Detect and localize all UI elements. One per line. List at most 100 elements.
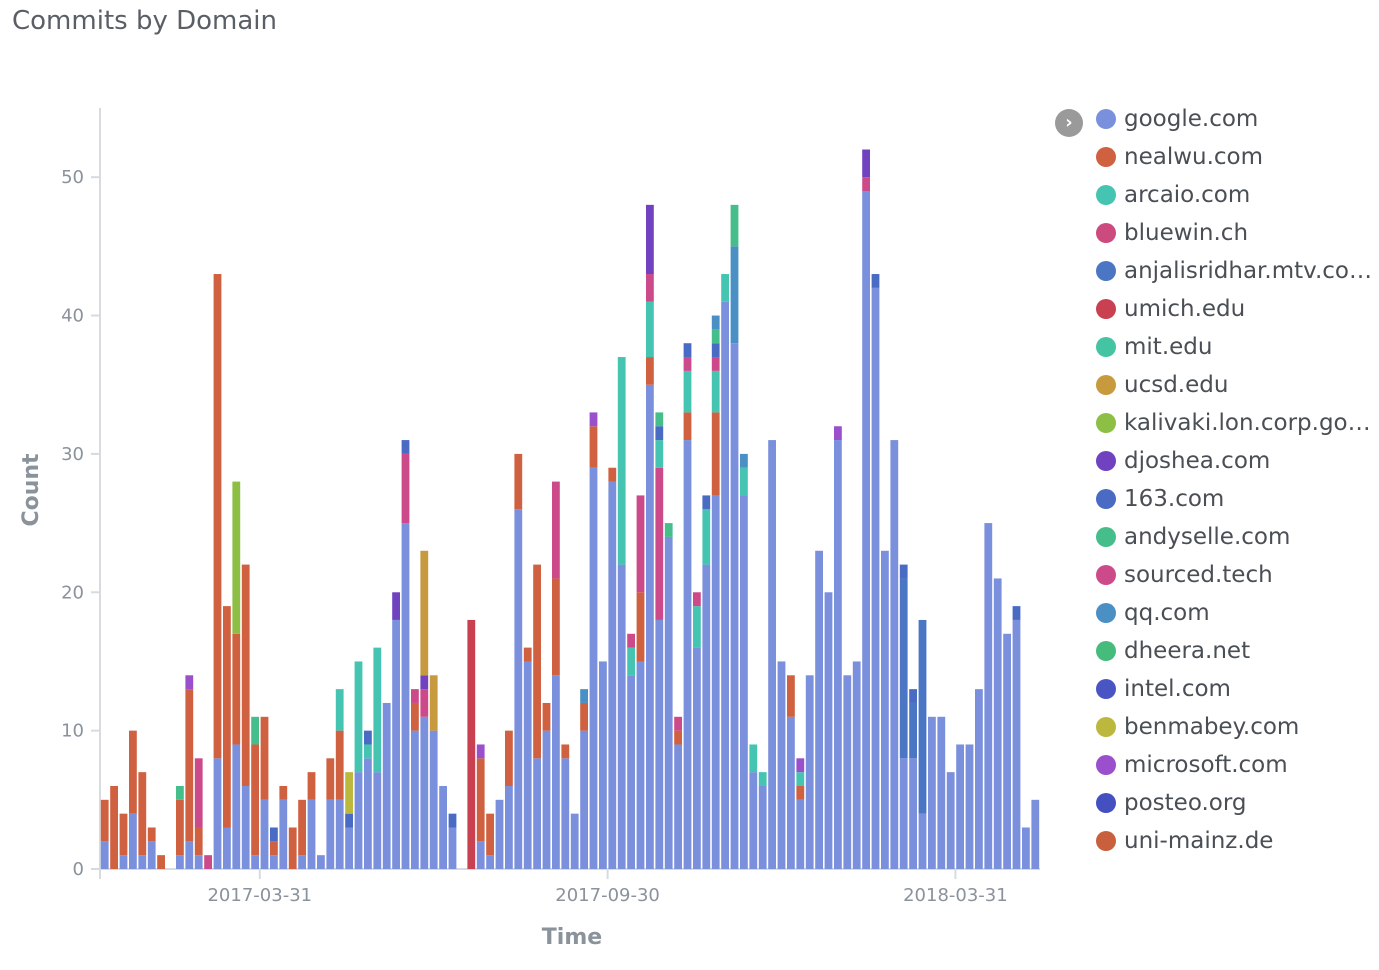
bar-segment[interactable] <box>307 772 316 800</box>
bar-segment[interactable] <box>288 827 297 869</box>
bar-segment[interactable] <box>730 343 739 870</box>
bar-segment[interactable] <box>646 274 654 302</box>
bar-segment[interactable] <box>796 785 805 800</box>
bar-segment[interactable] <box>627 675 635 869</box>
bar-segment[interactable] <box>420 689 429 717</box>
bar-segment[interactable] <box>533 564 541 759</box>
bar-segment[interactable] <box>617 564 626 869</box>
bar-segment[interactable] <box>1012 606 1021 620</box>
bar-segment[interactable] <box>674 744 682 869</box>
bar-segment[interactable] <box>523 647 532 662</box>
bar-segment[interactable] <box>298 799 306 856</box>
bar-segment[interactable] <box>354 661 363 773</box>
bar-segment[interactable] <box>241 564 250 786</box>
bar-segment[interactable] <box>476 744 485 759</box>
bar-segment[interactable] <box>655 412 664 427</box>
bar-segment[interactable] <box>194 827 203 856</box>
bar-segment[interactable] <box>984 523 993 869</box>
bar-segment[interactable] <box>711 343 720 358</box>
bar-segment[interactable] <box>646 204 654 275</box>
legend-item[interactable]: sourced.tech <box>1096 556 1378 594</box>
bar-segment[interactable] <box>918 619 927 814</box>
bar-segment[interactable] <box>138 772 147 856</box>
bar-segment[interactable] <box>157 855 165 869</box>
bar-segment[interactable] <box>514 509 523 869</box>
bar-segment[interactable] <box>674 716 682 731</box>
bar-segment[interactable] <box>401 453 410 524</box>
bar-segment[interactable] <box>646 357 654 385</box>
legend-item[interactable]: microsoft.com <box>1096 746 1378 784</box>
bar-segment[interactable] <box>401 440 410 454</box>
bar-segment[interactable] <box>589 412 598 427</box>
legend-item[interactable]: andyselle.com <box>1096 518 1378 556</box>
bar-segment[interactable] <box>110 785 118 869</box>
bar-segment[interactable] <box>758 785 767 869</box>
bar-segment[interactable] <box>185 675 194 690</box>
bar-segment[interactable] <box>702 509 711 565</box>
bar-segment[interactable] <box>683 343 692 358</box>
bar-segment[interactable] <box>523 661 532 869</box>
legend-item[interactable]: bluewin.ch <box>1096 214 1378 252</box>
bar-segment[interactable] <box>129 730 137 814</box>
bar-segment[interactable] <box>420 550 429 676</box>
legend-item[interactable]: posteo.org <box>1096 784 1378 822</box>
bar-segment[interactable] <box>176 855 184 869</box>
bar-segment[interactable] <box>655 440 664 468</box>
bar-segment[interactable] <box>401 523 410 869</box>
bar-segment[interactable] <box>580 730 588 869</box>
bar-segment[interactable] <box>683 370 692 413</box>
bar-segment[interactable] <box>636 592 645 662</box>
bar-segment[interactable] <box>552 578 560 676</box>
bar-segment[interactable] <box>796 799 805 869</box>
bar-segment[interactable] <box>561 744 570 759</box>
bar-segment[interactable] <box>439 785 447 869</box>
bar-segment[interactable] <box>317 855 325 869</box>
bar-segment[interactable] <box>298 855 306 869</box>
bar-segment[interactable] <box>655 426 664 441</box>
bar-segment[interactable] <box>796 772 805 786</box>
bar-segment[interactable] <box>580 702 588 731</box>
bar-segment[interactable] <box>636 495 645 593</box>
bar-segment[interactable] <box>1012 619 1021 869</box>
bar-segment[interactable] <box>730 246 739 344</box>
bar-segment[interactable] <box>232 744 241 869</box>
bar-segment[interactable] <box>608 481 617 869</box>
bar-segment[interactable] <box>899 564 908 579</box>
bar-segment[interactable] <box>392 592 400 620</box>
legend-item[interactable]: qq.com <box>1096 594 1378 632</box>
bar-segment[interactable] <box>552 675 560 869</box>
bar-segment[interactable] <box>862 177 870 192</box>
bar-segment[interactable] <box>420 716 429 869</box>
bar-segment[interactable] <box>260 799 269 869</box>
bar-segment[interactable] <box>711 357 720 371</box>
bar-segment[interactable] <box>956 744 964 869</box>
bar-segment[interactable] <box>411 689 419 703</box>
bar-segment[interactable] <box>251 744 259 856</box>
bar-segment[interactable] <box>260 716 269 800</box>
bar-segment[interactable] <box>138 855 147 869</box>
bar-segment[interactable] <box>270 841 278 856</box>
bar-segment[interactable] <box>270 855 278 869</box>
bar-segment[interactable] <box>326 799 335 869</box>
legend-item[interactable]: ucsd.edu <box>1096 366 1378 404</box>
bar-segment[interactable] <box>937 716 946 869</box>
bar-segment[interactable] <box>542 730 551 869</box>
bar-segment[interactable] <box>777 661 786 869</box>
bar-segment[interactable] <box>194 758 203 828</box>
bar-segment[interactable] <box>561 758 570 869</box>
legend-item[interactable]: 163.com <box>1096 480 1378 518</box>
bar-segment[interactable] <box>176 799 184 856</box>
bar-segment[interactable] <box>307 799 316 869</box>
bar-segment[interactable] <box>495 799 504 869</box>
bar-segment[interactable] <box>721 274 729 302</box>
bar-segment[interactable] <box>345 772 353 814</box>
bar-segment[interactable] <box>599 661 607 869</box>
bar-segment[interactable] <box>411 730 419 869</box>
bar-segment[interactable] <box>711 495 720 869</box>
bar-segment[interactable] <box>627 633 635 648</box>
bar-segment[interactable] <box>674 730 682 745</box>
bar-segment[interactable] <box>223 827 231 869</box>
bar-segment[interactable] <box>270 827 278 842</box>
legend-item[interactable]: arcaio.com <box>1096 176 1378 214</box>
legend-item[interactable]: mit.edu <box>1096 328 1378 366</box>
